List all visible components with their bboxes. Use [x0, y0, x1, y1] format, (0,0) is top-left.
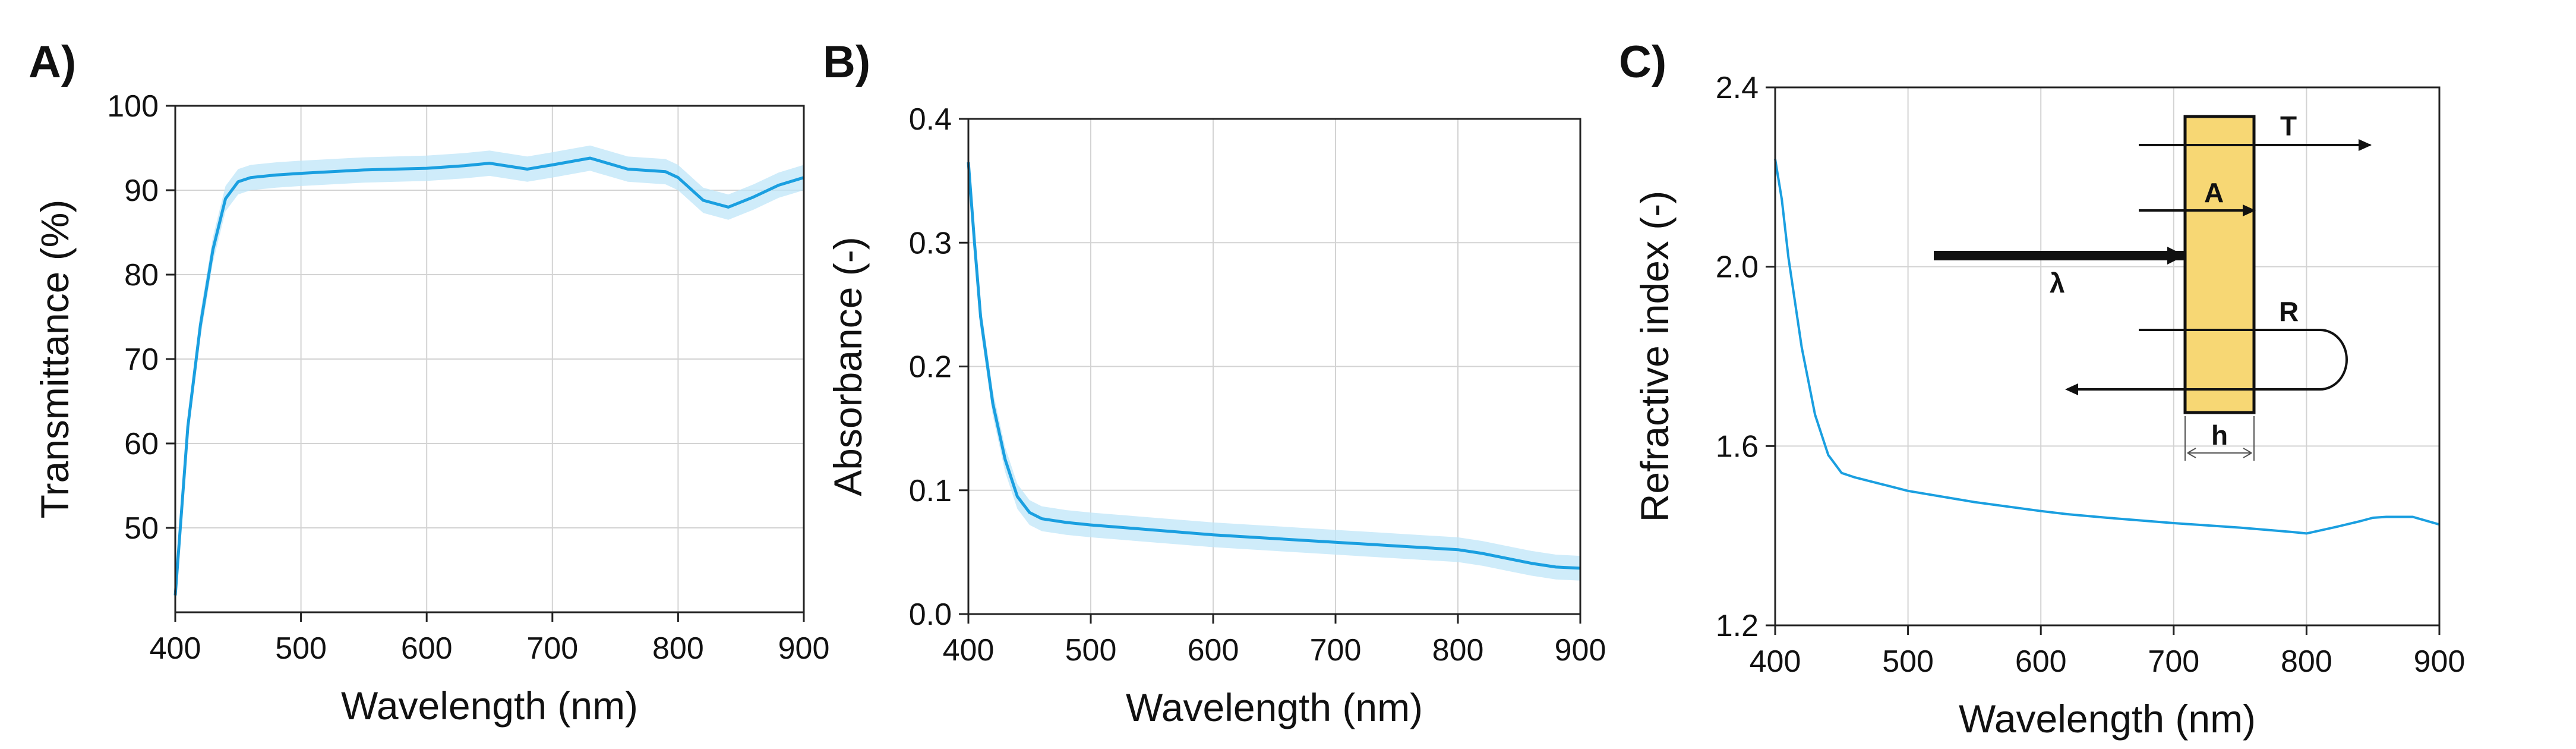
absorbed-label: A [2204, 177, 2224, 208]
panel-c-line-0 [1774, 159, 2440, 535]
panel-a-y-axis-title: Transmittance (%) [33, 200, 77, 519]
panel-b-ytick-label-0.1: 0.1 [909, 474, 952, 508]
panel-c-grid [1775, 87, 2440, 626]
panel-b-ytick-label-0.3: 0.3 [909, 226, 952, 260]
panel-a-series [173, 156, 804, 596]
panel-c-ytick-label-2.4: 2.4 [1716, 71, 1759, 105]
panel-b-series [967, 162, 1581, 570]
panel-c-ytick-label-2: 2.0 [1716, 250, 1759, 285]
thickness-label: h [2211, 420, 2228, 451]
panel-b-ytick-label-0.4: 0.4 [909, 102, 952, 137]
panel-c-x-axis-title: Wavelength (nm) [1959, 697, 2256, 741]
panel-c-y-axis-title: Refractive index (-) [1633, 191, 1677, 523]
panel-b-xtick-label-400: 400 [943, 633, 995, 668]
panel-b-line-0 [967, 162, 1581, 570]
panel-a-ytick-label-50: 50 [124, 511, 159, 546]
panel-c-xtick-label-700: 700 [2148, 644, 2199, 679]
panel-c-label: C) [1619, 37, 1666, 87]
panel-a-label: A) [29, 37, 76, 87]
panel-c-plot-frame [1774, 86, 2441, 627]
panel-b-x-axis-title: Wavelength (nm) [1126, 685, 1423, 729]
panel-b-xtick-label-600: 600 [1188, 633, 1239, 668]
panel-a-xtick-label-400: 400 [150, 631, 201, 666]
panel-b-ticks: 400 500 600 700 800 900 0.0 0.1 0.2 0.3 0.4 [909, 102, 1606, 668]
panel-b-y-axis-title: Absorbance (-) [826, 237, 870, 496]
panel-a-xtick-label-700: 700 [526, 631, 578, 666]
panel-b-band-0 [968, 150, 1580, 581]
panel-a-line-0 [173, 156, 804, 596]
panel-c-xtick-label-500: 500 [1882, 644, 1934, 679]
panel-c-series [1774, 159, 2440, 535]
panel-b-ytick-label-0.2: 0.2 [909, 350, 952, 385]
panel-a-ticks: 400 500 600 700 800 900 50 60 70 80 90 100 [107, 89, 829, 666]
panel-a-ytick-label-70: 70 [124, 342, 159, 377]
panel-b-xtick-label-700: 700 [1310, 633, 1362, 668]
panel-b-xtick-label-800: 800 [1432, 633, 1484, 668]
panel-a-xtick-label-800: 800 [652, 631, 704, 666]
panel-b-xtick-label-900: 900 [1555, 633, 1606, 668]
panel-a-xtick-label-500: 500 [275, 631, 327, 666]
panel-a-xtick-label-900: 900 [778, 631, 830, 666]
panel-a-ytick-label-90: 90 [124, 174, 159, 208]
panel-c-ytick-label-1.6: 1.6 [1716, 429, 1759, 464]
transmitted-label: T [2280, 111, 2297, 141]
panel-a-x-axis-title: Wavelength (nm) [341, 684, 638, 728]
incident-wavelength-label: λ [2050, 268, 2065, 298]
panel-c-ticks: 400 500 600 700 800 900 1.2 1.6 2.0 2.4 [1716, 71, 2465, 679]
panel-c-xtick-label-400: 400 [1750, 644, 1801, 679]
panel-c-xtick-label-600: 600 [2015, 644, 2067, 679]
panel-a-band-0 [175, 145, 804, 608]
panel-b-uncertainty-band [968, 150, 1580, 581]
thin-film-layer [2183, 115, 2256, 414]
thickness-dimension-arrows [2187, 448, 2252, 458]
panel-a-xtick-label-600: 600 [401, 631, 453, 666]
panel-c-refractive-index-chart: C) 400 500 600 700 800 900 1.2 1.6 2.0 2.4 Wavele… [1619, 37, 2465, 741]
panel-b-label: B) [823, 37, 870, 87]
panel-c-xtick-label-900: 900 [2414, 644, 2465, 679]
reflected-label: R [2279, 296, 2299, 327]
panel-c-xtick-label-800: 800 [2281, 644, 2332, 679]
panel-a-ytick-label-80: 80 [124, 258, 159, 292]
panel-c-ytick-label-1.2: 1.2 [1716, 609, 1759, 643]
reflected-path [2067, 329, 2348, 391]
panel-a-ytick-label-100: 100 [107, 89, 159, 124]
panel-a-uncertainty-band [175, 145, 804, 608]
panel-b-ytick-label-0: 0.0 [909, 597, 952, 632]
panel-c-inset-schematic: T A λ R h [1934, 111, 2372, 461]
panel-a-transmittance-chart: A) 400 500 600 700 800 900 50 60 70 80 90 100 Wavel… [29, 37, 829, 728]
panel-b-xtick-label-500: 500 [1065, 633, 1117, 668]
panel-b-absorbance-chart: B) 400 500 600 700 800 900 0.0 0.1 0.2 0.3 0.4 Wav… [823, 37, 1606, 729]
panel-a-ytick-label-60: 60 [124, 427, 159, 461]
